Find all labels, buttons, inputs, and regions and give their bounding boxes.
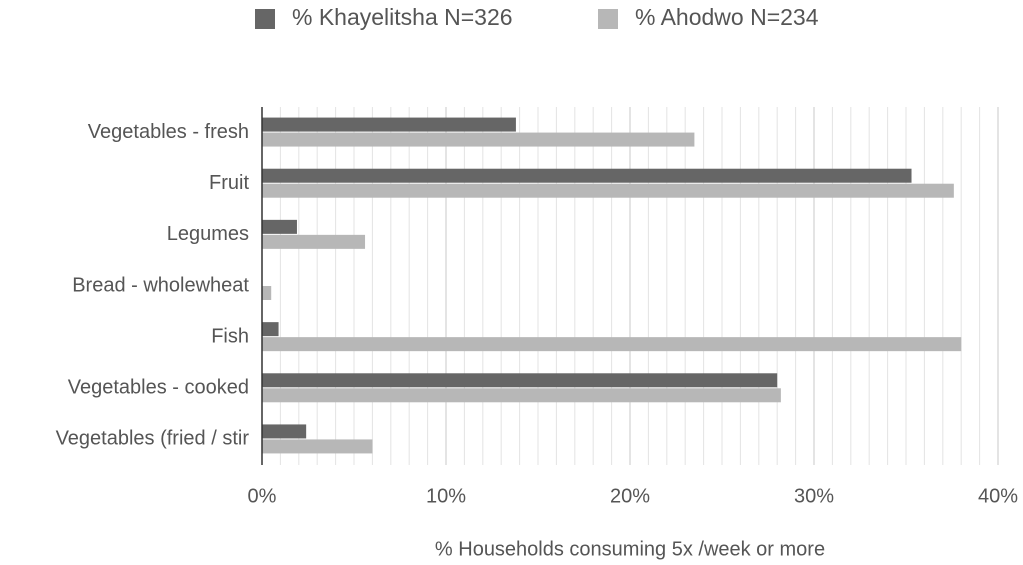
bar bbox=[262, 168, 912, 183]
bar bbox=[262, 234, 366, 249]
y-tick-label: Vegetables - fresh bbox=[88, 121, 249, 143]
bar bbox=[262, 219, 297, 234]
y-tick-label: Fruit bbox=[209, 172, 249, 194]
x-axis-label: % Households consuming 5x /week or more bbox=[435, 538, 825, 560]
bar bbox=[262, 286, 272, 300]
legend-swatch bbox=[598, 9, 618, 29]
bar bbox=[262, 117, 516, 132]
x-tick-label: 40% bbox=[978, 485, 1018, 507]
x-tick-label: 30% bbox=[794, 485, 834, 507]
y-tick-label: Vegetables (fried / stir bbox=[56, 428, 250, 450]
bar bbox=[262, 337, 962, 352]
y-tick-label: Bread - wholewheat bbox=[72, 274, 249, 296]
bar bbox=[262, 183, 954, 198]
x-tick-label: 10% bbox=[426, 485, 466, 507]
y-tick-label: Fish bbox=[211, 325, 249, 347]
legend-label: % Khayelitsha N=326 bbox=[292, 4, 513, 30]
legend-label: % Ahodwo N=234 bbox=[635, 4, 819, 30]
bar bbox=[262, 424, 307, 439]
x-tick-label: 20% bbox=[610, 485, 650, 507]
legend-swatch bbox=[255, 9, 275, 29]
bar bbox=[262, 388, 781, 403]
y-tick-label: Legumes bbox=[167, 223, 249, 245]
bar bbox=[262, 439, 373, 454]
x-tick-label: 0% bbox=[248, 485, 277, 507]
y-tick-label: Vegetables - cooked bbox=[68, 377, 249, 399]
bar bbox=[262, 373, 778, 388]
bar bbox=[262, 322, 279, 337]
bar bbox=[262, 132, 695, 147]
